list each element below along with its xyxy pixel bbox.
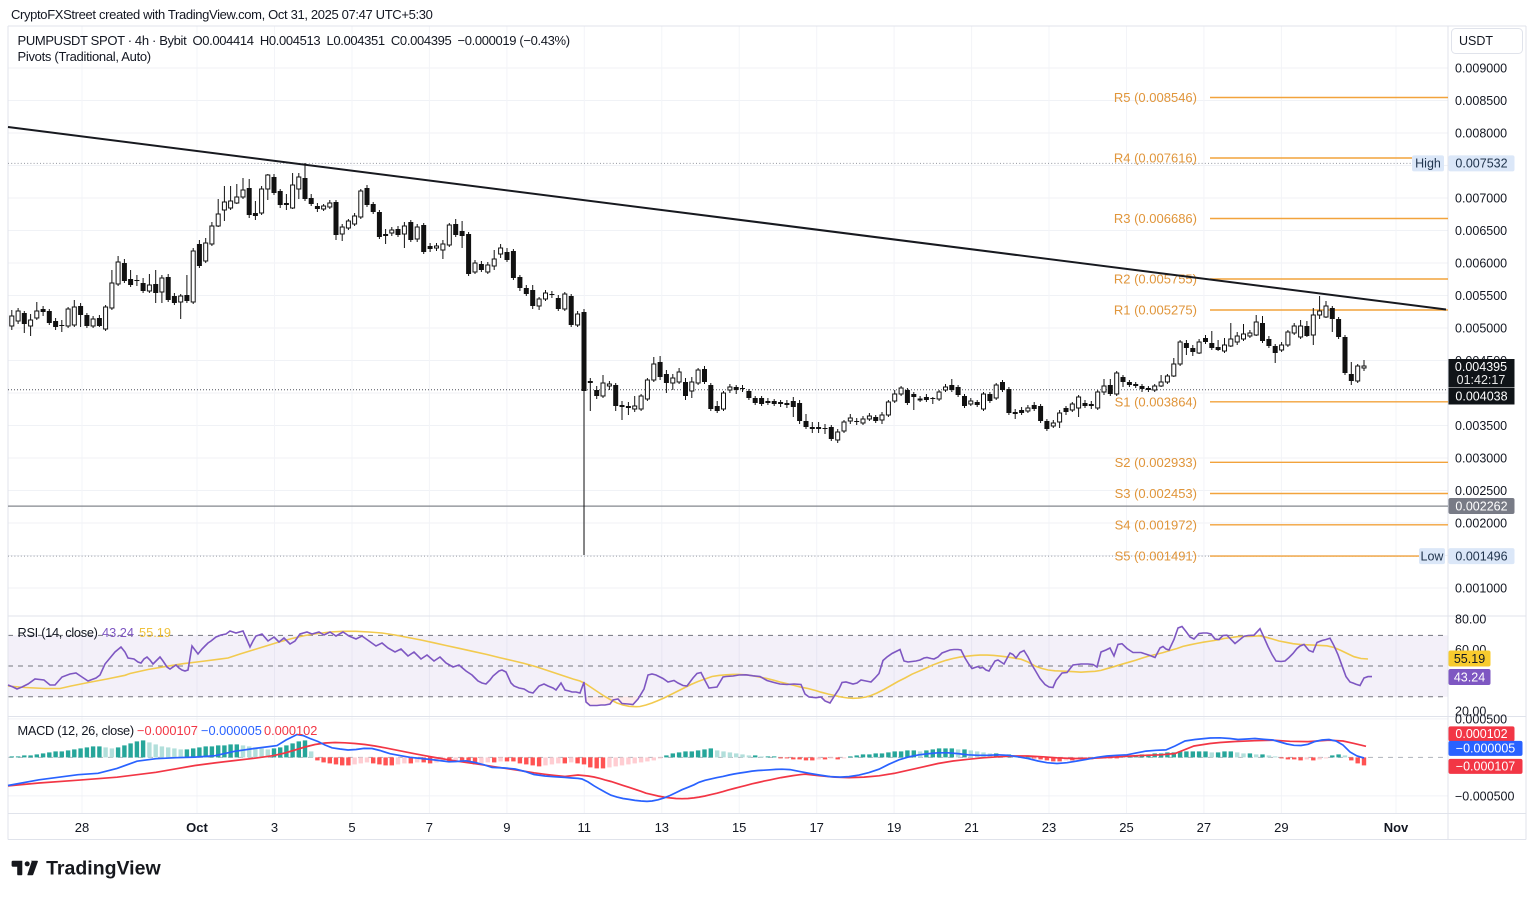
svg-text:11: 11 [578,820,592,835]
svg-text:7: 7 [426,820,433,835]
svg-text:S5 (0.001491): S5 (0.001491) [1115,549,1197,564]
svg-text:0.005000: 0.005000 [1455,322,1507,336]
svg-text:0.006500: 0.006500 [1455,224,1507,238]
svg-text:R2 (0.005755): R2 (0.005755) [1114,272,1197,287]
svg-text:0.003500: 0.003500 [1455,419,1507,433]
svg-text:19: 19 [887,820,901,835]
svg-text:PUMPUSDT SPOT · 4h · Bybit O0.: PUMPUSDT SPOT · 4h · Bybit O0.004414 H0.… [18,33,570,48]
svg-text:0.002000: 0.002000 [1455,517,1507,531]
svg-text:17: 17 [809,820,823,835]
svg-text:0.007000: 0.007000 [1455,192,1507,206]
svg-text:5: 5 [348,820,355,835]
svg-text:0.008000: 0.008000 [1455,127,1507,141]
svg-text:Oct: Oct [186,820,208,835]
svg-text:S3 (0.002453): S3 (0.002453) [1115,486,1197,501]
svg-text:28: 28 [75,820,89,835]
svg-text:43.24: 43.24 [102,625,134,640]
svg-text:Pivots (Traditional, Auto): Pivots (Traditional, Auto) [18,49,151,64]
svg-text:−0.000107: −0.000107 [1456,760,1515,774]
svg-text:Nov: Nov [1384,820,1409,835]
svg-text:S1 (0.003864): S1 (0.003864) [1115,394,1197,409]
svg-text:0.003000: 0.003000 [1455,452,1507,466]
svg-text:Low: Low [1421,549,1445,563]
svg-text:S2 (0.002933): S2 (0.002933) [1115,455,1197,470]
svg-text:RSI (14, close): RSI (14, close) [18,625,98,640]
svg-text:9: 9 [503,820,510,835]
svg-text:0.001496: 0.001496 [1455,549,1507,563]
svg-text:0.001000: 0.001000 [1455,582,1507,596]
svg-text:21: 21 [964,820,978,835]
svg-text:0.000102: 0.000102 [1455,727,1507,741]
svg-text:0.002500: 0.002500 [1455,484,1507,498]
svg-text:0.000102: 0.000102 [264,723,317,738]
svg-text:R5 (0.008546): R5 (0.008546) [1114,90,1197,105]
svg-text:25: 25 [1119,820,1133,835]
svg-text:0.002262: 0.002262 [1455,499,1507,513]
svg-text:S4 (0.001972): S4 (0.001972) [1115,517,1197,532]
svg-text:R4 (0.007616): R4 (0.007616) [1114,151,1197,166]
svg-text:80.00: 80.00 [1455,613,1486,627]
svg-text:0.004395: 0.004395 [1455,360,1507,374]
svg-text:High: High [1415,157,1441,171]
svg-text:55.19: 55.19 [1454,652,1485,666]
svg-text:−0.000107: −0.000107 [137,723,198,738]
svg-text:15: 15 [732,820,746,835]
svg-text:0.006000: 0.006000 [1455,257,1507,271]
svg-text:3: 3 [271,820,278,835]
svg-text:20.00: 20.00 [1455,705,1486,719]
svg-text:01:42:17: 01:42:17 [1457,373,1506,387]
svg-text:43.24: 43.24 [1454,670,1485,684]
svg-text:29: 29 [1274,820,1288,835]
svg-text:−0.000500: −0.000500 [1455,789,1514,803]
svg-text:−0.000005: −0.000005 [1456,742,1515,756]
svg-text:USDT: USDT [1459,34,1493,48]
svg-text:23: 23 [1042,820,1056,835]
svg-text:27: 27 [1197,820,1211,835]
svg-text:0.004038: 0.004038 [1455,389,1507,403]
svg-text:−0.000005: −0.000005 [201,723,262,738]
svg-text:13: 13 [655,820,669,835]
svg-text:55.19: 55.19 [139,625,171,640]
svg-text:CryptoFXStreet created with Tr: CryptoFXStreet created with TradingView.… [11,7,433,22]
svg-text:MACD (12, 26, close): MACD (12, 26, close) [18,723,134,738]
svg-text:0.000500: 0.000500 [1455,712,1507,726]
svg-text:0.009000: 0.009000 [1455,62,1507,76]
svg-text:0.005500: 0.005500 [1455,289,1507,303]
svg-text:TradingView: TradingView [46,858,161,880]
svg-text:0.008500: 0.008500 [1455,94,1507,108]
svg-text:R3 (0.006686): R3 (0.006686) [1114,211,1197,226]
svg-text:0.007532: 0.007532 [1455,157,1507,171]
svg-text:R1 (0.005275): R1 (0.005275) [1114,303,1197,318]
